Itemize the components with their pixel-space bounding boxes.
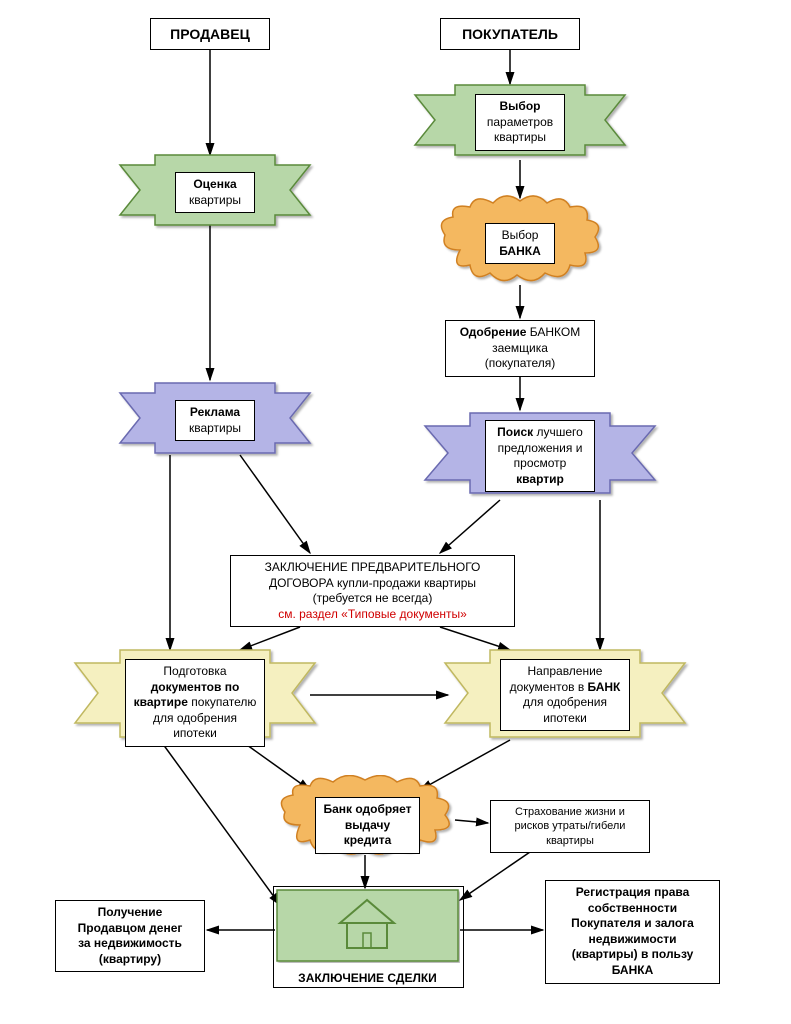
seller-docs-ribbon: Подготовка документов по квартире покупа…: [70, 645, 320, 750]
seller-ads-sub: квартиры: [189, 421, 241, 435]
insurance-box: Страхование жизни и рисков утраты/гибели…: [490, 800, 650, 853]
bank-choice-title: Выбор: [502, 228, 539, 242]
seller-eval-ribbon: Оценка квартиры: [115, 150, 315, 240]
buyer-header-text: ПОКУПАТЕЛЬ: [462, 26, 558, 42]
buyer-docs-l2: документов в БАНК: [510, 680, 621, 694]
prelim-contract-box: ЗАКЛЮЧЕНИЕ ПРЕДВАРИТЕЛЬНОГО ДОГОВОРА куп…: [230, 555, 515, 627]
reg-l1: Регистрация права: [576, 885, 690, 899]
seller-header: ПРОДАВЕЦ: [150, 18, 270, 50]
prelim-l2: ДОГОВОРА купли-продажи квартиры: [269, 576, 476, 590]
buyer-docs-l3: для одобрения: [523, 695, 607, 709]
money-box: Получение Продавцом денег за недвижимост…: [55, 900, 205, 972]
buyer-header: ПОКУПАТЕЛЬ: [440, 18, 580, 50]
money-l4: (квартиру): [99, 952, 161, 966]
seller-eval-sub: квартиры: [189, 193, 241, 207]
seller-ads-ribbon: Реклама квартиры: [115, 378, 315, 468]
flowchart-canvas: ПРОДАВЕЦ ПОКУПАТЕЛЬ Оценка квартиры Выбо…: [0, 0, 791, 1024]
buyer-params-sub2: квартиры: [494, 130, 546, 144]
bank-approval-l2: заемщика: [492, 341, 548, 355]
buyer-search-l4: квартир: [516, 472, 564, 486]
bank-choice-cloud: Выбор БАНКА: [435, 195, 605, 295]
reg-l3: Покупателя и залога: [571, 916, 694, 930]
bank-approval-l1: Одобрение БАНКОМ: [460, 325, 581, 339]
money-l3: за недвижимость: [78, 936, 182, 950]
bank-credit-l2: выдачу кредита: [344, 818, 392, 848]
seller-docs-l1: Подготовка: [163, 664, 226, 678]
reg-l2: собственности: [588, 901, 677, 915]
bank-credit-l1: Банк одобряет: [324, 802, 412, 816]
seller-header-text: ПРОДАВЕЦ: [170, 26, 250, 42]
seller-eval-title: Оценка: [193, 177, 236, 191]
bank-choice-sub: БАНКА: [499, 244, 541, 258]
insurance-l3: квартиры: [546, 835, 594, 847]
money-l1: Получение: [98, 905, 163, 919]
seller-docs-l2: документов по: [151, 680, 240, 694]
bank-approval-l3: (покупателя): [485, 356, 556, 370]
reg-l6: БАНКА: [612, 963, 654, 977]
seller-ads-title: Реклама: [190, 405, 240, 419]
deal-label-box: ЗАКЛЮЧЕНИЕ СДЕЛКИ: [275, 967, 460, 991]
buyer-docs-ribbon: Направление документов в БАНК для одобре…: [440, 645, 690, 750]
bank-credit-cloud: Банк одобряет выдачу кредита: [275, 775, 460, 865]
seller-docs-l4: для одобрения ипотеки: [153, 711, 237, 741]
deal-house: [275, 888, 460, 968]
buyer-params-ribbon: Выбор параметров квартиры: [410, 80, 630, 170]
buyer-search-l3: просмотр: [514, 456, 567, 470]
insurance-l1: Страхование жизни и: [515, 806, 625, 818]
buyer-params-title: Выбор: [500, 99, 541, 113]
insurance-l2: рисков утраты/гибели: [515, 820, 626, 832]
buyer-params-sub1: параметров: [487, 115, 553, 129]
reg-l5: (квартиры) в пользу: [572, 947, 694, 961]
deal-label: ЗАКЛЮЧЕНИЕ СДЕЛКИ: [298, 971, 437, 985]
prelim-l3: (требуется не всегда): [313, 591, 433, 605]
seller-docs-l3: квартире покупателю: [134, 695, 257, 709]
buyer-docs-l4: ипотеки: [543, 711, 587, 725]
prelim-l4: см. раздел «Типовые документы»: [278, 607, 467, 621]
bank-approval-box: Одобрение БАНКОМ заемщика (покупателя): [445, 320, 595, 377]
buyer-search-l1: Поиск лучшего: [497, 425, 583, 439]
buyer-search-l2: предложения и: [498, 441, 583, 455]
buyer-search-ribbon: Поиск лучшего предложения и просмотр ква…: [420, 408, 660, 508]
prelim-l1: ЗАКЛЮЧЕНИЕ ПРЕДВАРИТЕЛЬНОГО: [265, 560, 481, 574]
money-l2: Продавцом денег: [78, 921, 183, 935]
registration-box: Регистрация права собственности Покупате…: [545, 880, 720, 984]
buyer-docs-l1: Направление: [528, 664, 603, 678]
reg-l4: недвижимости: [589, 932, 677, 946]
